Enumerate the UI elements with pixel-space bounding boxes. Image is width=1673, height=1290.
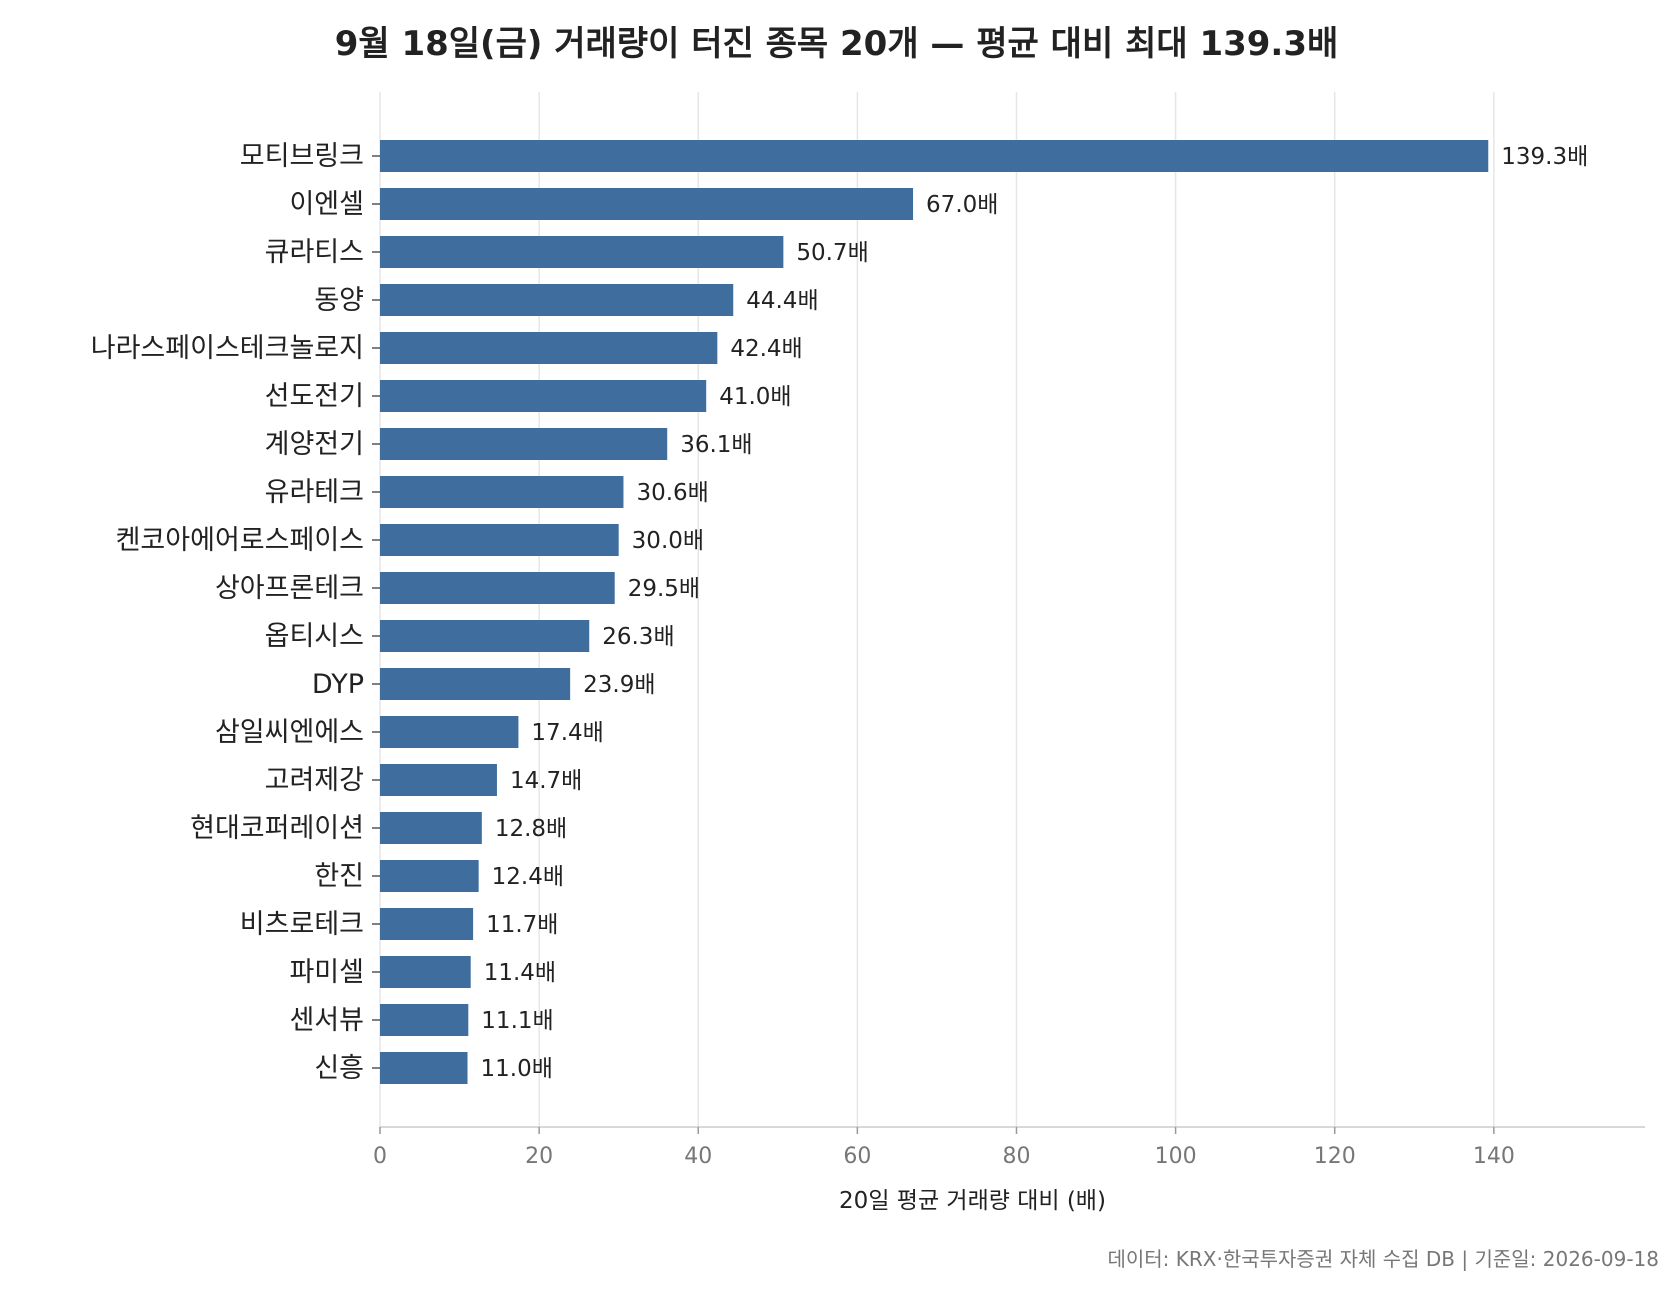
- value-label: 11.0배: [481, 1056, 553, 1082]
- bar: [380, 428, 668, 460]
- category-label: 나라스페이스테크놀로지: [91, 333, 364, 364]
- x-tick-label: 0: [373, 1144, 387, 1169]
- value-label: 26.3배: [602, 624, 674, 650]
- x-tick-label: 20: [525, 1144, 553, 1169]
- bar: [380, 812, 482, 844]
- category-label: 선도전기: [265, 381, 364, 412]
- bar: [380, 284, 734, 316]
- value-label: 41.0배: [719, 384, 791, 410]
- value-label: 11.7배: [486, 912, 558, 938]
- value-label: 50.7배: [796, 240, 868, 266]
- category-label: 한진: [314, 861, 364, 892]
- category-label: 파미셀: [289, 957, 364, 988]
- bar: [380, 476, 624, 508]
- value-label: 11.1배: [481, 1008, 553, 1034]
- bar: [380, 956, 471, 988]
- x-tick-label: 60: [843, 1144, 871, 1169]
- x-tick-label: 40: [684, 1144, 712, 1169]
- category-label: DYP: [312, 669, 364, 700]
- value-label: 30.0배: [632, 528, 704, 554]
- value-label: 17.4배: [531, 720, 603, 746]
- value-label: 44.4배: [746, 288, 818, 314]
- category-label: 비츠로테크: [240, 909, 364, 940]
- bar: [380, 332, 718, 364]
- category-label: 계양전기: [265, 429, 364, 460]
- value-label: 67.0배: [926, 192, 998, 218]
- bar: [380, 236, 784, 268]
- value-label: 36.1배: [680, 432, 752, 458]
- category-label: 고려제강: [265, 765, 364, 796]
- bar: [380, 1004, 469, 1036]
- value-label: 12.8배: [495, 816, 567, 842]
- x-tick-label: 80: [1002, 1144, 1030, 1169]
- chart-title: 9월 18일(금) 거래량이 터진 종목 20개 — 평균 대비 최대 139.…: [334, 24, 1339, 64]
- category-label: 센서뷰: [289, 1005, 364, 1036]
- value-label: 14.7배: [510, 768, 582, 794]
- category-label: 모티브링크: [240, 141, 364, 172]
- bar: [380, 668, 571, 700]
- bar: [380, 1052, 468, 1084]
- bar: [380, 764, 497, 796]
- category-label: 유라테크: [265, 477, 364, 508]
- category-label: 큐라티스: [265, 237, 364, 268]
- bar: [380, 860, 479, 892]
- x-tick-label: 120: [1314, 1144, 1356, 1169]
- bar: [380, 188, 914, 220]
- category-label: 상아프론테크: [215, 573, 364, 604]
- bar: [380, 524, 619, 556]
- value-label: 139.3배: [1501, 144, 1588, 170]
- category-label: 신흥: [314, 1053, 364, 1084]
- value-label: 30.6배: [636, 480, 708, 506]
- value-label: 42.4배: [730, 336, 802, 362]
- bar: [380, 380, 707, 412]
- bar: [380, 716, 519, 748]
- bar: [380, 572, 615, 604]
- bar: [380, 620, 590, 652]
- x-tick-label: 100: [1155, 1144, 1197, 1169]
- category-label: 이엔셀: [289, 189, 364, 220]
- category-label: 켄코아에어로스페이스: [116, 525, 364, 556]
- category-label: 옵티시스: [265, 621, 364, 652]
- category-label: 동양: [314, 285, 364, 316]
- x-tick-label: 140: [1473, 1144, 1515, 1169]
- category-label: 삼일씨엔에스: [215, 717, 364, 748]
- bar: [380, 908, 474, 940]
- x-axis-label: 20일 평균 거래량 대비 (배): [839, 1188, 1106, 1214]
- source-note: 데이터: KRX·한국투자증권 자체 수집 DB | 기준일: 2026-09-…: [1107, 1247, 1659, 1271]
- value-label: 12.4배: [492, 864, 564, 890]
- category-label: 현대코퍼레이션: [190, 813, 364, 844]
- bar: [380, 140, 1489, 172]
- value-label: 29.5배: [628, 576, 700, 602]
- value-label: 23.9배: [583, 672, 655, 698]
- value-label: 11.4배: [484, 960, 556, 986]
